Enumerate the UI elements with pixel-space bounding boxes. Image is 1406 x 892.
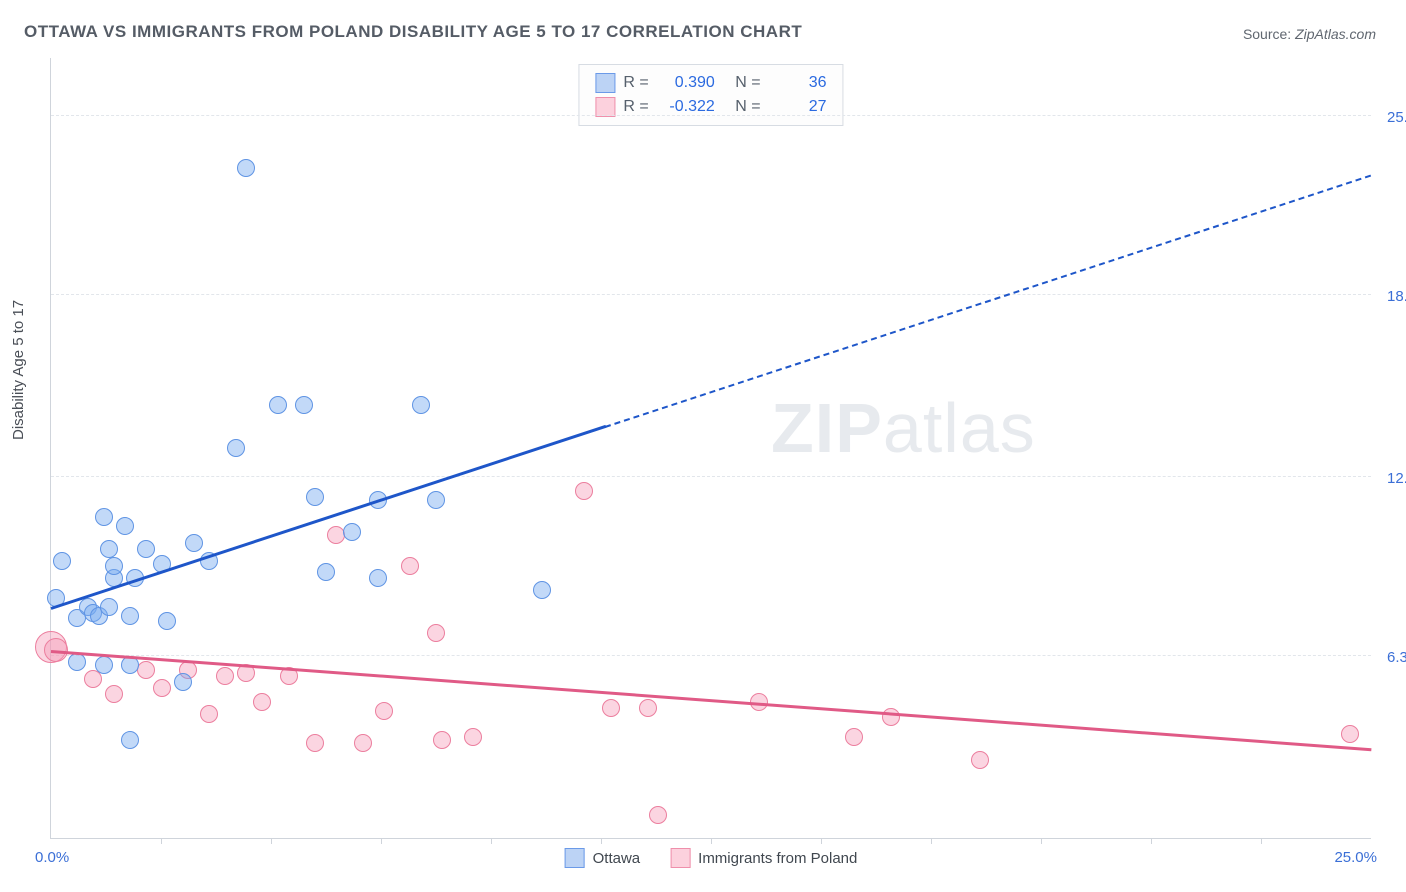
- scatter-point-b: [105, 685, 123, 703]
- scatter-point-a: [116, 517, 134, 535]
- x-tick: [821, 838, 822, 844]
- stats-legend-box: R = 0.390 N = 36 R = -0.322 N = 27: [578, 64, 843, 126]
- scatter-point-a: [100, 540, 118, 558]
- scatter-point-b: [649, 806, 667, 824]
- gridline: [51, 476, 1371, 477]
- scatter-point-b: [306, 734, 324, 752]
- regression-line: [51, 425, 606, 610]
- source-name: ZipAtlas.com: [1295, 26, 1376, 42]
- scatter-point-a: [427, 491, 445, 509]
- legend-bottom: Ottawa Immigrants from Poland: [565, 848, 858, 868]
- scatter-point-b: [137, 661, 155, 679]
- x-tick: [1261, 838, 1262, 844]
- scatter-point-a: [105, 557, 123, 575]
- scatter-point-b: [639, 699, 657, 717]
- scatter-point-a: [158, 612, 176, 630]
- scatter-point-a: [185, 534, 203, 552]
- scatter-point-b: [200, 705, 218, 723]
- legend-swatch-b: [670, 848, 690, 868]
- scatter-point-b: [845, 728, 863, 746]
- x-tick: [1151, 838, 1152, 844]
- scatter-point-b: [1341, 725, 1359, 743]
- x-tick: [381, 838, 382, 844]
- scatter-point-a: [369, 569, 387, 587]
- watermark-light: atlas: [883, 389, 1036, 467]
- scatter-point-b: [375, 702, 393, 720]
- stat-r-label: R =: [623, 71, 648, 95]
- watermark: ZIPatlas: [771, 388, 1036, 468]
- scatter-point-a: [295, 396, 313, 414]
- scatter-point-a: [343, 523, 361, 541]
- scatter-point-b: [882, 708, 900, 726]
- scatter-point-a: [174, 673, 192, 691]
- y-tick-label: 25.0%: [1377, 109, 1406, 126]
- x-tick: [1041, 838, 1042, 844]
- x-axis-min-label: 0.0%: [35, 849, 69, 866]
- scatter-point-a: [95, 508, 113, 526]
- y-axis-label: Disability Age 5 to 17: [10, 300, 27, 440]
- scatter-point-a: [237, 159, 255, 177]
- scatter-point-b: [253, 693, 271, 711]
- source-prefix: Source:: [1243, 26, 1295, 42]
- stat-n-label: N =: [735, 71, 760, 95]
- regression-line: [51, 650, 1371, 751]
- scatter-point-a: [306, 488, 324, 506]
- x-tick: [271, 838, 272, 844]
- watermark-bold: ZIP: [771, 389, 883, 467]
- scatter-point-a: [227, 439, 245, 457]
- x-tick: [711, 838, 712, 844]
- gridline: [51, 294, 1371, 295]
- scatter-point-a: [121, 607, 139, 625]
- scatter-point-b: [575, 482, 593, 500]
- x-tick: [931, 838, 932, 844]
- scatter-point-a: [533, 581, 551, 599]
- scatter-point-b: [433, 731, 451, 749]
- scatter-point-a: [121, 731, 139, 749]
- y-tick-label: 6.3%: [1377, 649, 1406, 666]
- stat-n-value: 36: [769, 71, 827, 95]
- scatter-point-b: [401, 557, 419, 575]
- scatter-point-a: [100, 598, 118, 616]
- stat-r-value: 0.390: [657, 71, 715, 95]
- y-tick-label: 12.5%: [1377, 470, 1406, 487]
- scatter-point-b: [427, 624, 445, 642]
- scatter-point-a: [137, 540, 155, 558]
- regression-dashed: [605, 174, 1371, 427]
- scatter-point-b: [602, 699, 620, 717]
- scatter-point-a: [53, 552, 71, 570]
- scatter-point-b: [216, 667, 234, 685]
- x-tick: [161, 838, 162, 844]
- scatter-point-b: [354, 734, 372, 752]
- chart-title: OTTAWA VS IMMIGRANTS FROM POLAND DISABIL…: [24, 22, 802, 42]
- scatter-point-a: [269, 396, 287, 414]
- x-tick: [601, 838, 602, 844]
- scatter-point-a: [95, 656, 113, 674]
- scatter-point-a: [412, 396, 430, 414]
- scatter-point-b: [464, 728, 482, 746]
- gridline: [51, 655, 1371, 656]
- scatter-point-b: [971, 751, 989, 769]
- chart-area: ZIPatlas R = 0.390 N = 36 R = -0.322 N =…: [50, 58, 1371, 839]
- legend-label-b: Immigrants from Poland: [698, 850, 857, 867]
- gridline: [51, 115, 1371, 116]
- scatter-point-a: [317, 563, 335, 581]
- scatter-point-b: [153, 679, 171, 697]
- source-attribution: Source: ZipAtlas.com: [1243, 26, 1376, 42]
- y-tick-label: 18.8%: [1377, 288, 1406, 305]
- x-axis-max-label: 25.0%: [1334, 849, 1377, 866]
- legend-label-a: Ottawa: [593, 850, 641, 867]
- x-tick: [491, 838, 492, 844]
- swatch-series-a: [595, 73, 615, 93]
- legend-swatch-a: [565, 848, 585, 868]
- stats-row-a: R = 0.390 N = 36: [595, 71, 826, 95]
